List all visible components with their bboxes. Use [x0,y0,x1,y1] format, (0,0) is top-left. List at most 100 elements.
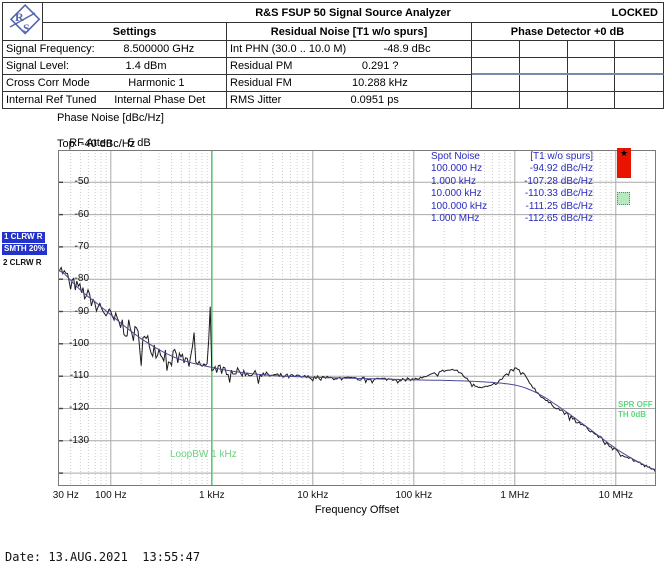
x-tick-label: 30 Hz [52,490,79,501]
y-tick-label: -50 [74,176,89,188]
trace-legend: 1 CLRW R SMTH 20% 2 CLRW R [2,232,47,268]
settings-row-reftuned: Internal Ref Tuned Internal Phase Det [3,92,227,109]
spot-noise-readout: Spot Noise [T1 w/o spurs] 100.000 Hz -94… [431,151,593,225]
setting-label: Signal Level: [6,60,69,72]
spot-noise-row: 10.000 kHz -110.33 dBc/Hz [431,188,593,200]
x-tick-label: 100 Hz [94,490,127,501]
plot-svg [58,150,656,486]
setting-value: Internal Phase Det [114,94,206,106]
trace1-smoothing-badge: SMTH 20% [2,244,47,255]
spur-threshold-labels: SPR OFF TH 0dB [618,400,653,420]
phase-cell [568,58,616,73]
x-tick-label: 10 MHz [598,490,634,501]
phase-cell [472,75,520,91]
spot-value: -110.33 dBc/Hz [524,188,593,200]
spot-noise-header-row: Spot Noise [T1 w/o spurs] [431,151,593,163]
phase-cell [520,41,568,57]
spot-freq: 100.000 Hz [431,163,483,175]
x-tick-label: 100 kHz [395,490,433,501]
spot-noise-row: 100.000 kHz -111.25 dBc/Hz [431,201,593,213]
setting-value: Harmonic 1 [128,77,185,89]
svg-text:S: S [23,21,30,35]
settings-row-frequency: Signal Frequency: 8.500000 GHz [3,41,227,58]
phase-detector-header: Phase Detector +0 dB [472,23,664,41]
settings-header: Settings [43,23,227,41]
star-icon: ★ [619,148,629,158]
spot-freq: 10.000 kHz [431,188,482,200]
residual-value: 0.0951 ps [350,94,399,106]
x-axis-title: Frequency Offset [314,504,400,516]
residual-label: Int PHN (30.0 .. 10.0 M) [230,43,347,55]
residual-row-pm: Residual PM 0.291 ? [227,58,472,75]
rf-atten-label: RF Atten [69,137,113,149]
phase-cell [615,92,663,108]
phase-noise-plot: -50 -60 -70 -80 -90 -100 -110 -120 -130 [58,150,656,486]
locked-status-badge: LOCKED [611,6,658,19]
phase-detector-row [472,58,664,75]
window-title: R&S FSUP 50 Signal Source Analyzer [255,6,451,19]
phase-detector-row [472,75,664,92]
residual-value: -48.9 dBc [383,43,431,55]
phase-cell [568,92,616,108]
x-axis-tick-labels: 30 Hz 100 Hz 1 kHz 10 kHz 100 kHz 1 MHz 10 MHz [53,490,656,503]
phase-cell [520,75,568,91]
y-tick-label: -80 [74,273,89,285]
spot-value: -107.28 dBc/Hz [524,175,593,187]
y-tick-label: -130 [68,434,89,446]
spot-freq: 1.000 MHz [431,213,480,225]
setting-label: Signal Frequency: [6,43,95,55]
spot-noise-trace: [T1 w/o spurs] [530,151,593,162]
phase-cell [472,58,520,73]
y-tick-label: -120 [68,402,89,414]
phase-cell [472,41,520,57]
spot-noise-row: 1.000 kHz -107.28 dBc/Hz [431,176,593,188]
rf-atten-line: RF Atten 5 dB [57,125,151,161]
loop-bandwidth-label: LoopBW 1 kHz [170,449,237,460]
phase-cell [520,58,568,73]
residual-label: Residual PM [230,60,293,72]
spot-noise-row: 1.000 MHz -112.65 dBc/Hz [431,213,593,225]
phase-detector-row [472,41,664,58]
y-tick-label: -100 [68,337,89,349]
setting-value: 1.4 dBm [125,60,167,72]
phase-cell [472,92,520,108]
setting-value: 8.500000 GHz [123,43,195,55]
y-tick-label: -60 [74,208,89,220]
residual-value: 10.288 kHz [352,77,408,89]
rs-logo: R S [3,3,43,41]
residual-label: Residual FM [230,77,292,89]
top-level-label: Top -40 dBc/Hz [57,138,136,150]
trace1-badge: 1 CLRW R [2,232,45,243]
residual-row-fm: Residual FM 10.288 kHz [227,75,472,92]
setting-label: Cross Corr Mode [6,77,90,89]
spur-off-label: SPR OFF [618,400,653,409]
spot-freq: 1.000 kHz [431,175,477,187]
measurement-header-table: R S R&S FSUP 50 Signal Source Analyzer L… [2,2,664,109]
spot-value: -94.92 dBc/Hz [529,163,593,175]
residual-label: RMS Jitter [230,94,282,106]
residual-row-intphn: Int PHN (30.0 .. 10.0 M) -48.9 dBc [227,41,472,58]
phase-cell [615,41,663,57]
spot-noise-title: Spot Noise [431,151,480,162]
spot-noise-row: 100.000 Hz -94.92 dBc/Hz [431,163,593,175]
spot-freq: 100.000 kHz [431,200,488,212]
x-tick-label: 1 MHz [500,490,530,501]
rs-logo-graphic: R S [9,3,40,35]
residual-row-jitter: RMS Jitter 0.0951 ps [227,92,472,109]
y-tick-label: -70 [74,240,89,252]
marker-flag-red: ★ [617,148,631,178]
settings-row-crosscorr: Cross Corr Mode Harmonic 1 [3,75,227,92]
phase-detector-row [472,92,664,109]
threshold-box-icon [617,192,630,205]
phase-cell [568,41,616,57]
phase-cell [615,75,663,91]
residual-noise-header: Residual Noise [T1 w/o spurs] [227,23,472,41]
rf-atten-value: 5 dB [128,137,151,149]
spot-value: -112.65 dBc/Hz [524,213,593,225]
spot-value: -111.25 dBc/Hz [525,200,593,212]
y-axis-title: Phase Noise [dBc/Hz] [57,112,164,124]
x-tick-label: 1 kHz [199,490,225,501]
window-title-bar: R&S FSUP 50 Signal Source Analyzer LOCKE… [43,3,664,23]
date-stamp: Date: 13.AUG.2021 13:55:47 [5,550,201,564]
